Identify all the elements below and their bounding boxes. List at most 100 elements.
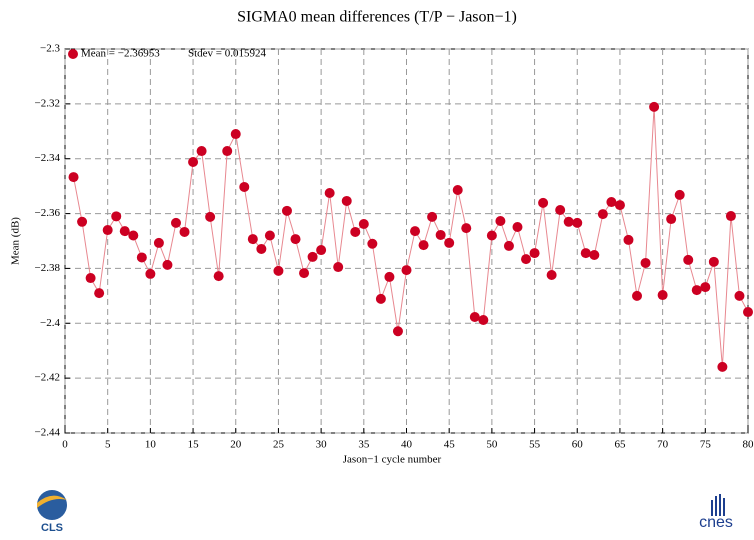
x-tick-label: 40	[401, 439, 413, 451]
data-point	[281, 205, 292, 216]
data-point	[153, 237, 164, 248]
x-tick-label: 20	[230, 439, 242, 451]
data-point	[461, 223, 472, 234]
data-point	[743, 307, 753, 318]
x-tick-label: 45	[444, 439, 456, 451]
x-tick-label: 35	[358, 439, 370, 451]
x-tick-label: 10	[145, 439, 157, 451]
data-point	[512, 222, 523, 233]
cls-logo: CLS	[37, 490, 67, 534]
chart-title: SIGMA0 mean differences (T/P − Jason−1)	[237, 9, 517, 26]
data-point	[290, 234, 301, 245]
data-point	[606, 197, 617, 208]
data-point	[734, 290, 745, 301]
data-point	[546, 270, 557, 281]
data-point	[725, 211, 736, 222]
y-tick-label: −2.42	[35, 372, 60, 384]
y-tick-label: −2.38	[35, 262, 61, 274]
data-point	[205, 211, 216, 222]
data-point	[401, 265, 412, 276]
x-tick-label: 75	[700, 439, 712, 451]
data-point	[444, 237, 455, 248]
data-point	[657, 290, 668, 301]
data-point	[162, 259, 173, 270]
data-point	[111, 211, 122, 222]
x-tick-label: 0	[62, 439, 68, 451]
data-point	[222, 146, 233, 157]
y-tick-label: −2.3	[40, 43, 60, 55]
data-point	[538, 197, 549, 208]
data-point	[367, 238, 378, 249]
data-point	[350, 226, 361, 237]
data-point	[230, 129, 241, 140]
data-point	[623, 234, 634, 245]
data-point	[435, 229, 446, 240]
x-tick-label: 15	[188, 439, 200, 451]
series-line	[73, 106, 749, 367]
x-tick-label: 5	[105, 439, 111, 451]
cnes-logo: cnes	[699, 494, 733, 531]
data-point	[341, 195, 352, 206]
data-point	[640, 257, 651, 268]
data-point	[683, 254, 694, 265]
data-point	[589, 249, 600, 260]
y-axis-label: Mean (dB)	[10, 217, 22, 265]
data-point	[333, 262, 344, 273]
y-tick-label: −2.36	[35, 207, 61, 219]
cnes-mark	[711, 494, 725, 516]
data-point	[94, 288, 105, 299]
data-point	[529, 248, 540, 259]
data-point	[717, 361, 728, 372]
data-point	[299, 268, 310, 279]
data-point	[563, 216, 574, 227]
data-point	[196, 146, 207, 157]
cls-text: CLS	[41, 522, 63, 534]
data-point	[358, 218, 369, 229]
data-point	[247, 234, 258, 245]
data-point	[392, 326, 403, 337]
data-point	[486, 230, 497, 241]
data-point	[649, 101, 660, 112]
data-point	[239, 181, 250, 192]
stdev-annotation: Stdev = 0.015924	[188, 48, 267, 60]
data-point	[427, 211, 438, 222]
data-point	[503, 240, 514, 251]
legend-label: Mean = −2.36953	[81, 48, 160, 60]
data-point	[632, 290, 643, 301]
data-point	[555, 205, 566, 216]
data-point	[478, 314, 489, 325]
data-point	[597, 209, 608, 220]
data-point	[102, 225, 113, 236]
cls-globe	[37, 490, 67, 520]
data-point	[68, 172, 79, 183]
data-point	[572, 217, 583, 228]
cls-swoosh	[37, 495, 67, 508]
data-point	[324, 188, 335, 198]
data-point	[145, 268, 156, 279]
data-point	[170, 217, 181, 228]
data-point	[256, 243, 267, 254]
data-point	[418, 240, 429, 251]
x-tick-label: 60	[572, 439, 584, 451]
data-point	[119, 226, 130, 237]
data-point	[452, 184, 463, 195]
data-point	[77, 216, 88, 227]
x-axis-label: Jason−1 cycle number	[343, 454, 442, 466]
data-point	[384, 271, 395, 282]
data-point	[85, 273, 96, 284]
x-tick-label: 65	[614, 439, 626, 451]
data-point	[674, 189, 685, 200]
data-point	[691, 285, 702, 296]
legend-marker	[68, 49, 78, 59]
y-tick-label: −2.4	[40, 317, 60, 329]
y-tick-label: −2.44	[35, 427, 61, 439]
data-point	[700, 282, 711, 293]
cnes-text: cnes	[699, 514, 733, 531]
data-point	[273, 265, 284, 276]
data-point	[666, 214, 677, 225]
data-point	[521, 254, 532, 265]
data-point	[410, 226, 421, 237]
data-point	[580, 248, 591, 259]
data-point	[495, 215, 506, 226]
